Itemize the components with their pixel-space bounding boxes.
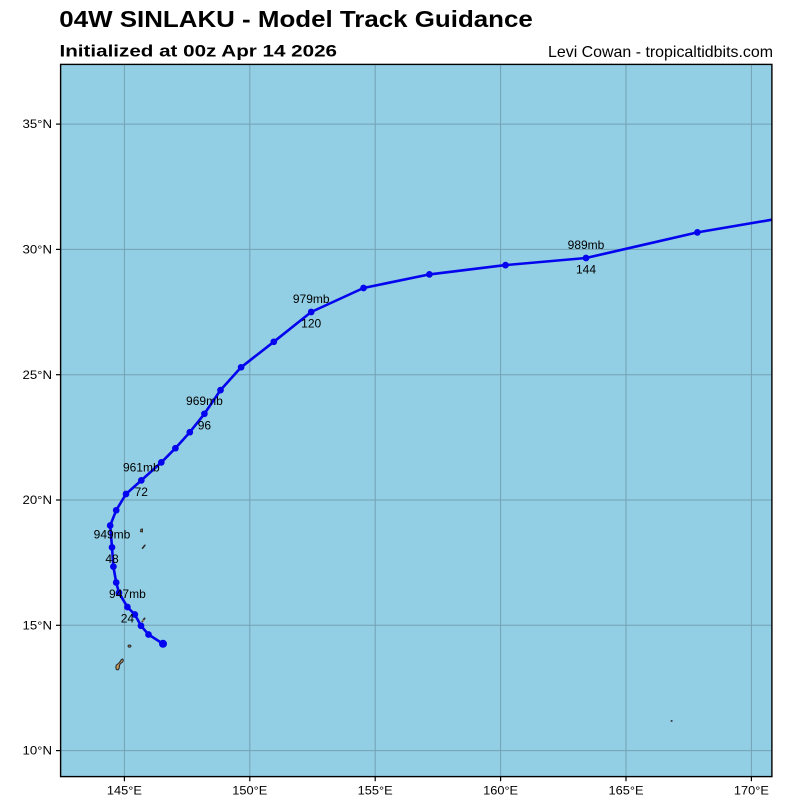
svg-text:165°E: 165°E: [609, 785, 644, 798]
svg-text:979mb: 979mb: [293, 292, 330, 306]
svg-text:961mb: 961mb: [123, 460, 160, 474]
svg-text:30°N: 30°N: [23, 244, 53, 257]
svg-text:160°E: 160°E: [483, 785, 518, 798]
svg-text:989mb: 989mb: [568, 238, 605, 252]
svg-text:947mb: 947mb: [109, 587, 146, 601]
svg-text:15°N: 15°N: [23, 619, 53, 632]
svg-text:24: 24: [121, 612, 135, 626]
svg-text:20°N: 20°N: [23, 494, 53, 507]
svg-text:48: 48: [105, 552, 119, 566]
svg-text:35°N: 35°N: [23, 118, 53, 131]
svg-text:170°E: 170°E: [734, 785, 769, 798]
svg-text:155°E: 155°E: [358, 785, 393, 798]
svg-text:145°E: 145°E: [107, 785, 142, 798]
svg-text:150°E: 150°E: [232, 785, 267, 798]
svg-text:969mb: 969mb: [186, 394, 223, 408]
svg-text:Initialized at 00z Apr 14 2026: Initialized at 00z Apr 14 2026: [60, 41, 338, 60]
svg-text:72: 72: [135, 485, 149, 499]
svg-text:96: 96: [198, 418, 212, 432]
svg-text:25°N: 25°N: [23, 369, 53, 382]
svg-text:04W SINLAKU - Model Track Guid: 04W SINLAKU - Model Track Guidance: [59, 6, 533, 32]
svg-text:144: 144: [576, 263, 596, 277]
svg-text:120: 120: [301, 317, 321, 331]
svg-text:949mb: 949mb: [94, 527, 131, 541]
svg-text:Levi Cowan - tropicaltidbits.c: Levi Cowan - tropicaltidbits.com: [548, 44, 773, 61]
svg-text:10°N: 10°N: [23, 745, 53, 758]
